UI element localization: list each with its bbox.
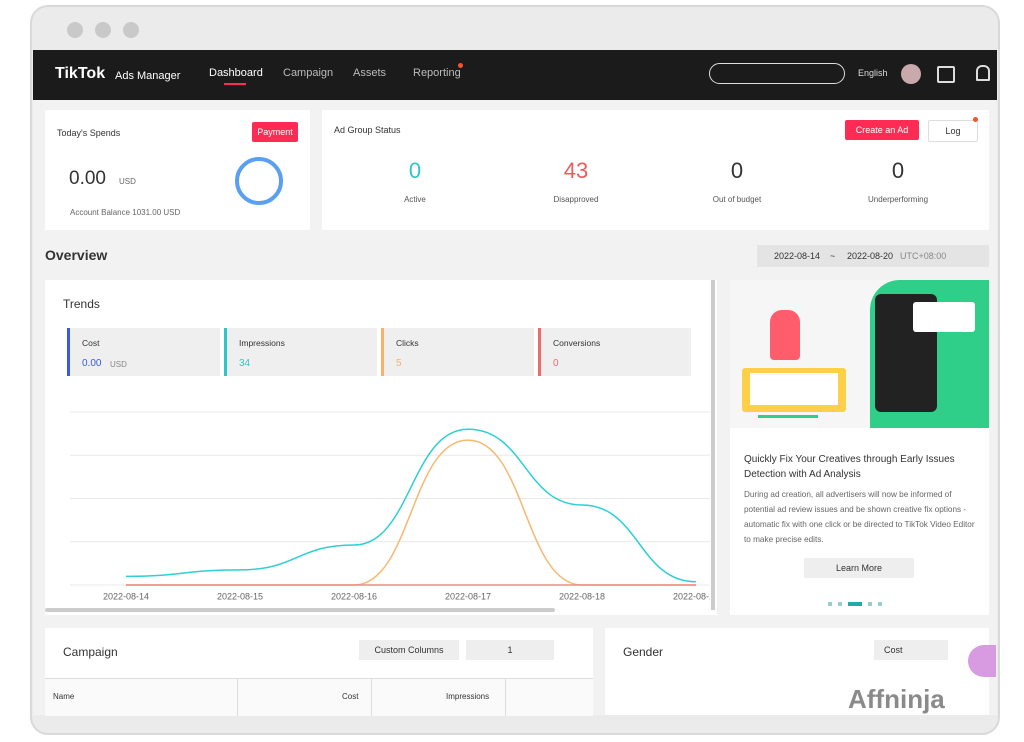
balance: Account Balance 1031.00 USD — [70, 208, 181, 217]
nav-item[interactable]: Assets — [353, 67, 387, 79]
nav-item[interactable]: Campaign — [283, 67, 334, 79]
trends-card: Trends Cost 0.00 USD Impressions 34 Clicks 5 Co… — [45, 280, 717, 615]
active-underline — [224, 83, 246, 85]
spends-card: Today's Spends Payment 0.00 USD Account … — [45, 110, 310, 230]
campaign-card: Campaign Custom Columns 1 Name Cost Impr… — [45, 628, 593, 716]
col-sep — [237, 679, 238, 716]
metric-value: 34 — [239, 358, 251, 369]
bell-icon[interactable] — [976, 65, 990, 81]
stat-value: 0 — [408, 158, 422, 183]
chat-bubble[interactable] — [968, 645, 996, 677]
nav-item[interactable]: Reporting — [413, 67, 461, 79]
window-dot — [67, 22, 83, 38]
x-tick-label: 2022-08-16 — [331, 591, 377, 601]
column-header: Impressions — [446, 692, 490, 701]
col-sep — [371, 679, 372, 716]
stat-label: Active — [404, 195, 426, 204]
x-tick-label: 2022-08-19 — [673, 591, 710, 601]
column-header: Cost — [342, 692, 359, 701]
date-separator: ~ — [830, 251, 836, 261]
window-dot — [95, 22, 111, 38]
panel — [913, 302, 975, 332]
card-title: Gender — [623, 645, 664, 659]
create-ad-button[interactable]: Create an Ad — [845, 120, 919, 140]
metric-name: Cost — [82, 338, 100, 348]
figure — [770, 310, 800, 360]
trends-chart: 2022-08-14 2022-08-15 2022-08-16 2022-08-17… — [70, 411, 710, 601]
timezone: UTC+08:00 — [900, 251, 947, 261]
x-tick-label: 2022-08-17 — [445, 591, 491, 601]
ad-group-card: Ad Group Status Create an Ad Log 0 Active… — [322, 110, 989, 230]
logo-sub: Ads Manager — [115, 70, 181, 82]
x-tick-label: 2022-08-15 — [217, 591, 263, 601]
progress — [758, 415, 818, 418]
card-title: Today's Spends — [57, 128, 121, 138]
nav-item[interactable]: Dashboard — [209, 67, 263, 79]
promo-body: During ad creation, all advertisers will… — [744, 490, 975, 544]
date-end: 2022-08-20 — [847, 251, 894, 261]
nav-bar: TikTok Ads Manager Dashboard Campaign As… — [33, 50, 997, 100]
scrollbar-v[interactable] — [711, 280, 715, 610]
x-tick-label: 2022-08-14 — [103, 591, 149, 601]
search-box[interactable] — [709, 63, 845, 84]
promo-card: Quickly Fix Your Creatives through Early… — [730, 280, 989, 615]
currency: USD — [119, 177, 136, 186]
metric-value: 5 — [396, 358, 402, 369]
promo-title: Quickly Fix Your Creatives through Early… — [744, 454, 955, 480]
stat-label: Disapproved — [553, 195, 599, 204]
date-start: 2022-08-14 — [774, 251, 821, 261]
pager[interactable]: 1 — [466, 640, 554, 660]
stat-value: 0 — [891, 158, 905, 183]
scrollbar[interactable] — [45, 608, 555, 612]
spend-ring — [235, 157, 283, 205]
stat-value: 0 — [730, 158, 744, 183]
metric-unit: USD — [110, 360, 127, 369]
overview-title: Overview — [45, 247, 108, 263]
table-header: Name Cost Impressions — [45, 678, 593, 716]
column-header: Name — [53, 692, 75, 701]
card-title: Campaign — [63, 645, 118, 659]
metric-name: Clicks — [396, 338, 419, 348]
series-line — [125, 428, 697, 583]
x-tick-label: 2022-08-18 — [559, 591, 605, 601]
metric-card[interactable]: Clicks 5 — [381, 328, 534, 376]
promo-image — [730, 280, 989, 428]
metric-card[interactable]: Impressions 34 — [224, 328, 377, 376]
inbox-icon[interactable] — [937, 66, 955, 83]
card-title: Trends — [63, 297, 100, 311]
stat-label: Out of budget — [712, 195, 762, 204]
amount: 0.00 — [69, 168, 106, 189]
logo: TikTok — [55, 65, 106, 82]
language[interactable]: English — [858, 68, 888, 78]
custom-columns-button[interactable]: Custom Columns — [359, 640, 459, 660]
metric-name: Impressions — [239, 338, 285, 348]
avatar[interactable] — [901, 64, 921, 84]
col-sep — [505, 679, 506, 716]
payment-button[interactable]: Payment — [252, 122, 298, 142]
metric-value: 0 — [553, 358, 559, 369]
stat-value: 43 — [563, 158, 589, 183]
watermark: Affninja — [848, 684, 945, 714]
metric-name: Conversions — [553, 338, 601, 348]
log-button[interactable]: Log — [928, 120, 978, 142]
carousel-dots[interactable] — [828, 602, 892, 606]
gender-card: Gender Cost — [605, 628, 989, 715]
metric-card[interactable]: Conversions 0 — [538, 328, 691, 376]
metric-card[interactable]: Cost 0.00 USD — [67, 328, 220, 376]
panel — [750, 373, 838, 405]
metric-select[interactable]: Cost — [874, 640, 948, 660]
window-dot — [123, 22, 139, 38]
notify-dot — [973, 117, 978, 122]
date-range[interactable]: 2022-08-14 ~ 2022-08-20 UTC+08:00 — [757, 245, 989, 267]
stat-label: Underperforming — [867, 195, 929, 204]
learn-more-button[interactable]: Learn More — [804, 558, 914, 578]
notify-dot — [458, 63, 463, 68]
card-title: Ad Group Status — [334, 125, 401, 135]
metric-value: 0.00 — [82, 358, 102, 369]
